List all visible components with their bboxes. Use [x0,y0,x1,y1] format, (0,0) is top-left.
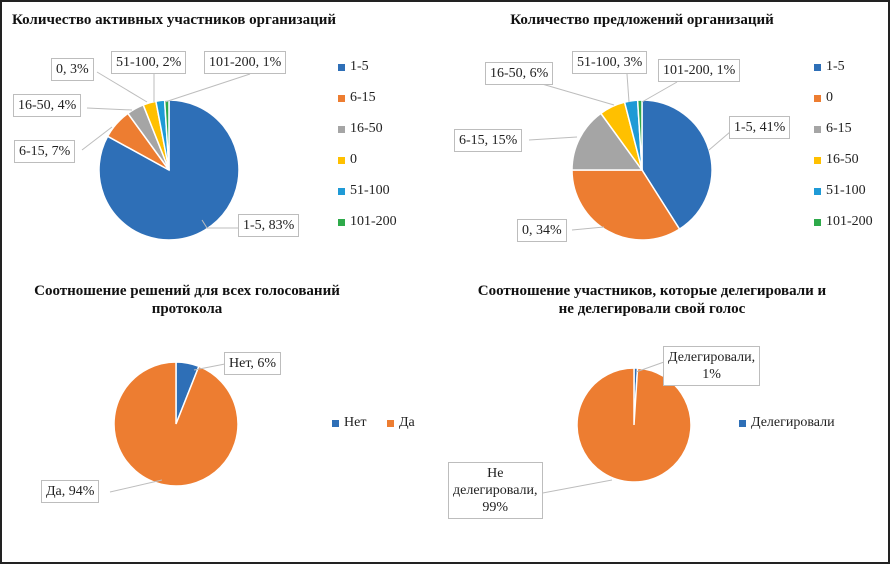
legend-swatch [739,419,746,427]
label-line: 1% [702,367,721,382]
title-line: не делегировали свой голос [558,301,746,317]
pie-slice-Не делегировали [576,367,692,483]
legend-label: Делегировали [751,415,835,430]
legend-swatch [814,94,821,102]
data-label: 101-200, 1% [204,51,287,74]
label-line: Не [487,466,504,481]
label-line: делегировали, [453,483,538,498]
data-label: 101-200, 1% [658,59,741,82]
title-line: протокола [151,301,223,317]
legend-swatch [332,419,339,427]
legend-label: 1-5 [826,59,845,74]
legend-label: 16-50 [350,121,383,136]
legend-item: 0 [814,90,833,106]
legend-item: 6-15 [338,90,376,106]
legend-label: 51-100 [350,183,390,198]
data-label: 51-100, 2% [111,51,187,74]
legend-label: 101-200 [350,214,397,229]
chart-title-vote-decisions: Соотношение решений для всех голосований… [2,282,372,318]
legend-label: 6-15 [826,121,852,136]
pie-delegation [576,367,692,483]
legend-swatch [814,63,821,71]
pie-vote-decisions [113,361,239,487]
legend-item: 0 [338,152,357,168]
legend-item: Нет [332,415,366,431]
legend-label: 0 [350,152,357,167]
title-line: Соотношение решений для всех голосований [34,283,340,299]
legend-item: 6-15 [814,121,852,137]
data-label: Да, 94% [41,480,100,503]
data-label: 16-50, 6% [485,62,554,85]
legend-swatch [338,94,345,102]
legend-item: 16-50 [814,152,859,168]
data-label: 6-15, 7% [14,140,76,163]
label-line: 99% [482,500,509,515]
pie-active-participants [98,99,240,241]
legend-swatch [338,218,345,226]
legend-item: 51-100 [814,183,866,199]
legend-item: 51-100 [338,183,390,199]
legend-swatch [338,187,345,195]
data-label: 16-50, 4% [13,94,82,117]
legend-label: 1-5 [350,59,369,74]
legend-label: 51-100 [826,183,866,198]
legend-label: 101-200 [826,214,873,229]
chart-title-org-proposals: Количество предложений организаций [510,12,774,28]
data-label: 0, 3% [51,58,94,81]
data-label: Не делегировали, 99% [448,462,543,519]
legend-label: 0 [826,90,833,105]
pie-slice-6-15 [571,112,644,171]
legend-item: Делегировали [739,415,835,431]
chart-title-active-participants: Количество активных участников организац… [12,12,337,28]
pie-org-proposals [571,99,713,241]
legend-item: 101-200 [338,214,397,230]
legend-item: 101-200 [814,214,873,230]
pie-slice-Да [113,361,239,487]
title-line: Соотношение участников, которые делегиро… [477,283,827,299]
legend-item: 16-50 [338,121,383,137]
leader-lines [81,71,731,496]
legend-label: Да [399,415,415,430]
legend-swatch [338,63,345,71]
legend-item: Да [387,415,415,431]
legend-swatch [814,156,821,164]
legend-swatch [814,125,821,133]
pie-slice-0 [571,169,681,241]
data-label: 0, 34% [517,219,567,242]
pie-slice-101-200 [636,99,643,171]
legend-swatch [387,419,394,427]
data-label: 51-100, 3% [572,51,648,74]
legend-label: Нет [344,415,367,430]
data-label: Делегировали, 1% [663,346,761,386]
chart-title-delegation: Соотношение участников, которые делегиро… [447,282,857,318]
legend-swatch [338,125,345,133]
legend-label: 6-15 [350,90,376,105]
data-label: 1-5, 83% [238,214,300,237]
legend-swatch [338,156,345,164]
data-label: 1-5, 41% [729,116,791,139]
data-label: 6-15, 15% [454,129,523,152]
legend-label: 16-50 [826,152,859,167]
data-label: Нет, 6% [224,352,282,375]
pie-slice-101-200 [163,99,170,171]
legend-swatch [814,218,821,226]
label-line: Делегировали, [668,350,756,365]
legend-swatch [814,187,821,195]
legend-item: 1-5 [338,59,369,75]
legend-item: 1-5 [814,59,845,75]
